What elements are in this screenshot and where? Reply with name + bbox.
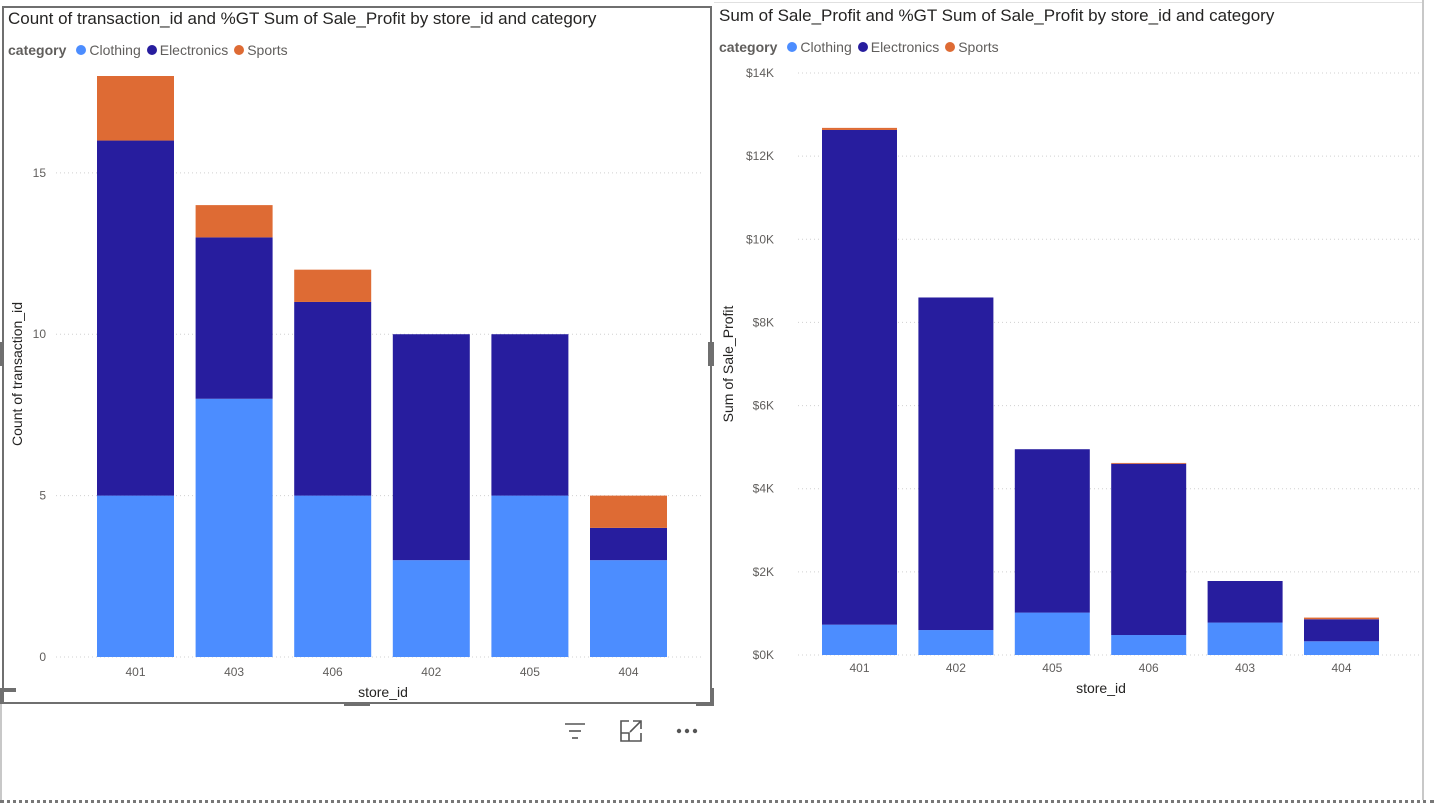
bar-segment-clothing-406[interactable] (1111, 635, 1187, 655)
y-tick-label: $12K (746, 149, 774, 163)
bar-segment-clothing-405[interactable] (1014, 612, 1090, 655)
filter-icon (565, 723, 585, 739)
y-tick-label: 10 (33, 327, 47, 341)
bar-segment-sports-404[interactable] (1304, 617, 1379, 620)
bar-segment-electronics-406[interactable] (294, 301, 372, 496)
legend-item-electronics[interactable]: Electronics (857, 39, 939, 55)
legend: category Clothing Electronics Sports (8, 42, 294, 58)
visual-profit-by-store[interactable]: Sum of Sale_Profit and %GT Sum of Sale_P… (714, 0, 1420, 706)
bar-segment-electronics-406[interactable] (1111, 463, 1187, 636)
resize-handle[interactable] (708, 342, 714, 366)
bar-segment-electronics-403[interactable] (1207, 581, 1283, 623)
more-options-button[interactable] (672, 716, 702, 746)
x-tick-label: 402 (946, 661, 966, 675)
y-tick-label: $4K (753, 482, 774, 496)
bar-segment-electronics-404[interactable] (590, 527, 667, 561)
legend-item-sports[interactable]: Sports (945, 39, 999, 55)
x-tick-label: 401 (125, 665, 145, 679)
x-tick-label: 403 (224, 665, 244, 679)
top-divider (714, 2, 1422, 3)
visual-count-by-store[interactable]: Count of transaction_id and %GT Sum of S… (2, 6, 712, 704)
filter-button[interactable] (560, 716, 590, 746)
resize-handle[interactable] (0, 342, 4, 366)
x-tick-label: 406 (1139, 661, 1159, 675)
x-tick-label: 405 (520, 665, 540, 679)
page-boundary-dotted (0, 800, 1434, 803)
visual-title: Sum of Sale_Profit and %GT Sum of Sale_P… (719, 6, 1275, 25)
legend-title: category (8, 42, 67, 58)
canvas-left-border (0, 704, 2, 800)
legend-dot-icon (76, 45, 87, 55)
bar-segment-electronics-403[interactable] (195, 237, 273, 399)
x-tick-label: 403 (1235, 661, 1255, 675)
bar-segment-electronics-401[interactable] (97, 140, 174, 496)
y-tick-label: $6K (753, 399, 774, 413)
bar-segment-electronics-405[interactable] (491, 334, 569, 496)
legend-dot-icon (146, 45, 157, 55)
y-tick-label: $0K (753, 648, 774, 662)
bar-segment-sports-401[interactable] (97, 76, 174, 141)
legend-item-electronics[interactable]: Electronics (146, 42, 228, 58)
bar-segment-electronics-402[interactable] (918, 297, 994, 631)
x-tick-label: 401 (849, 661, 869, 675)
chart-plot-area: $0K $2K $4K $6K $8K $10K $12K $14K 401 402 405 406 4… (720, 66, 1420, 696)
legend-dot-icon (857, 42, 868, 52)
x-tick-label: 402 (421, 665, 441, 679)
bar-segment-clothing-403[interactable] (195, 398, 273, 657)
bar-segment-clothing-402[interactable] (392, 560, 470, 657)
legend-item-sports[interactable]: Sports (234, 42, 288, 58)
bar-segment-clothing-406[interactable] (294, 495, 372, 657)
legend: category Clothing Electronics Sports (719, 39, 1005, 55)
y-axis-title: Sum of Sale_Profit (720, 306, 736, 423)
bar-segment-clothing-404[interactable] (1304, 641, 1379, 655)
more-options-icon (676, 728, 698, 734)
visual-title: Count of transaction_id and %GT Sum of S… (8, 9, 597, 28)
chart-plot-area: 0 5 10 15 401 403 406 402 405 404 store_id Count of… (9, 76, 704, 700)
bar-segment-electronics-405[interactable] (1014, 449, 1090, 613)
legend-item-clothing[interactable]: Clothing (76, 42, 141, 58)
y-tick-label: 0 (39, 650, 46, 664)
legend-item-clothing[interactable]: Clothing (787, 39, 852, 55)
y-tick-label: $10K (746, 232, 774, 246)
focus-mode-button[interactable] (616, 716, 646, 746)
x-axis-title: store_id (358, 684, 408, 700)
y-tick-label: 5 (39, 489, 46, 503)
bar-segment-electronics-401[interactable] (822, 129, 897, 625)
bar-segment-sports-404[interactable] (590, 495, 667, 528)
x-tick-label: 404 (618, 665, 638, 679)
x-tick-label: 406 (323, 665, 343, 679)
visual-toolbar (560, 716, 702, 746)
resize-handle[interactable] (0, 688, 4, 704)
resize-handle[interactable] (344, 702, 370, 706)
y-axis-title: Count of transaction_id (9, 302, 25, 446)
bar-segment-sports-401[interactable] (822, 127, 897, 130)
legend-dot-icon (945, 42, 956, 52)
resize-handle[interactable] (696, 702, 714, 706)
bar-segment-clothing-401[interactable] (97, 495, 174, 657)
bar-segment-electronics-402[interactable] (392, 334, 470, 561)
bar-segment-clothing-405[interactable] (491, 495, 569, 657)
resize-handle[interactable] (710, 688, 714, 706)
legend-title: category (719, 39, 778, 55)
focus-mode-icon (620, 720, 642, 742)
bar-segment-clothing-402[interactable] (918, 630, 994, 655)
legend-dot-icon (787, 42, 798, 52)
x-tick-label: 405 (1042, 661, 1062, 675)
y-tick-label: $8K (753, 315, 774, 329)
bar-segment-sports-406[interactable] (294, 269, 372, 302)
y-tick-label: 15 (33, 166, 47, 180)
x-axis-title: store_id (1076, 680, 1126, 696)
bar-segment-clothing-403[interactable] (1207, 622, 1283, 655)
bar-segment-clothing-404[interactable] (590, 560, 667, 657)
bar-segment-clothing-401[interactable] (822, 624, 897, 655)
bar-segment-sports-403[interactable] (195, 205, 273, 238)
y-tick-label: $14K (746, 66, 774, 80)
x-tick-label: 404 (1331, 661, 1351, 675)
y-tick-label: $2K (753, 565, 774, 579)
resize-handle[interactable] (0, 688, 16, 692)
bar-segment-electronics-404[interactable] (1304, 619, 1379, 642)
bar-segment-sports-406[interactable] (1111, 462, 1187, 464)
canvas-right-border (1422, 0, 1424, 800)
legend-dot-icon (234, 45, 245, 55)
